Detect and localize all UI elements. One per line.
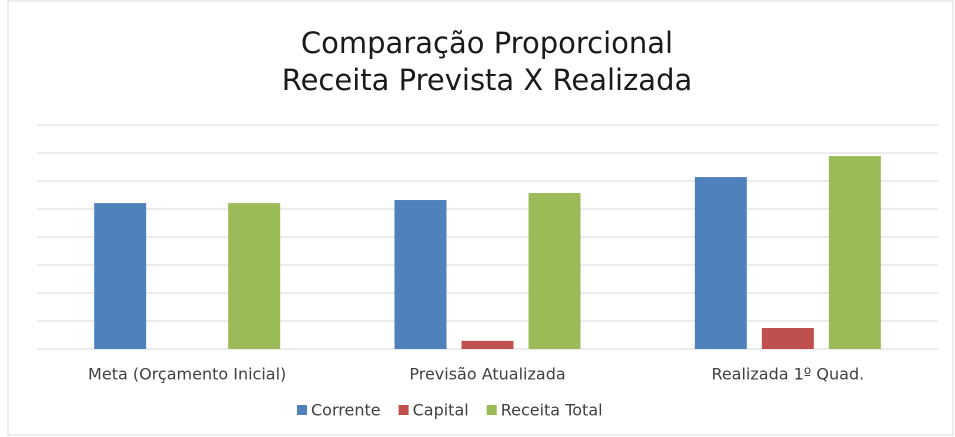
- chart-title: Comparação Proporcional: [301, 26, 673, 60]
- bar: [528, 193, 581, 349]
- legend-label: Receita Total: [501, 401, 603, 420]
- legend-label: Corrente: [311, 401, 381, 420]
- bar: [461, 340, 514, 349]
- chart-subtitle: Receita Prevista X Realizada: [282, 63, 693, 97]
- bar: [228, 203, 281, 349]
- legend-label: Capital: [413, 401, 469, 420]
- bar: [394, 200, 447, 349]
- legend-swatch: [398, 405, 409, 415]
- legend-swatch: [297, 405, 307, 415]
- x-tick-label: Previsão Atualizada: [409, 365, 565, 384]
- x-tick-label: Meta (Orçamento Inicial): [88, 365, 286, 384]
- bar: [828, 156, 881, 349]
- chart-frame: [7, 0, 954, 436]
- legend-swatch: [486, 405, 497, 415]
- x-tick-label: Realizada 1º Quad.: [711, 365, 864, 384]
- bar: [94, 203, 147, 349]
- bar: [694, 177, 747, 349]
- bar: [761, 328, 814, 349]
